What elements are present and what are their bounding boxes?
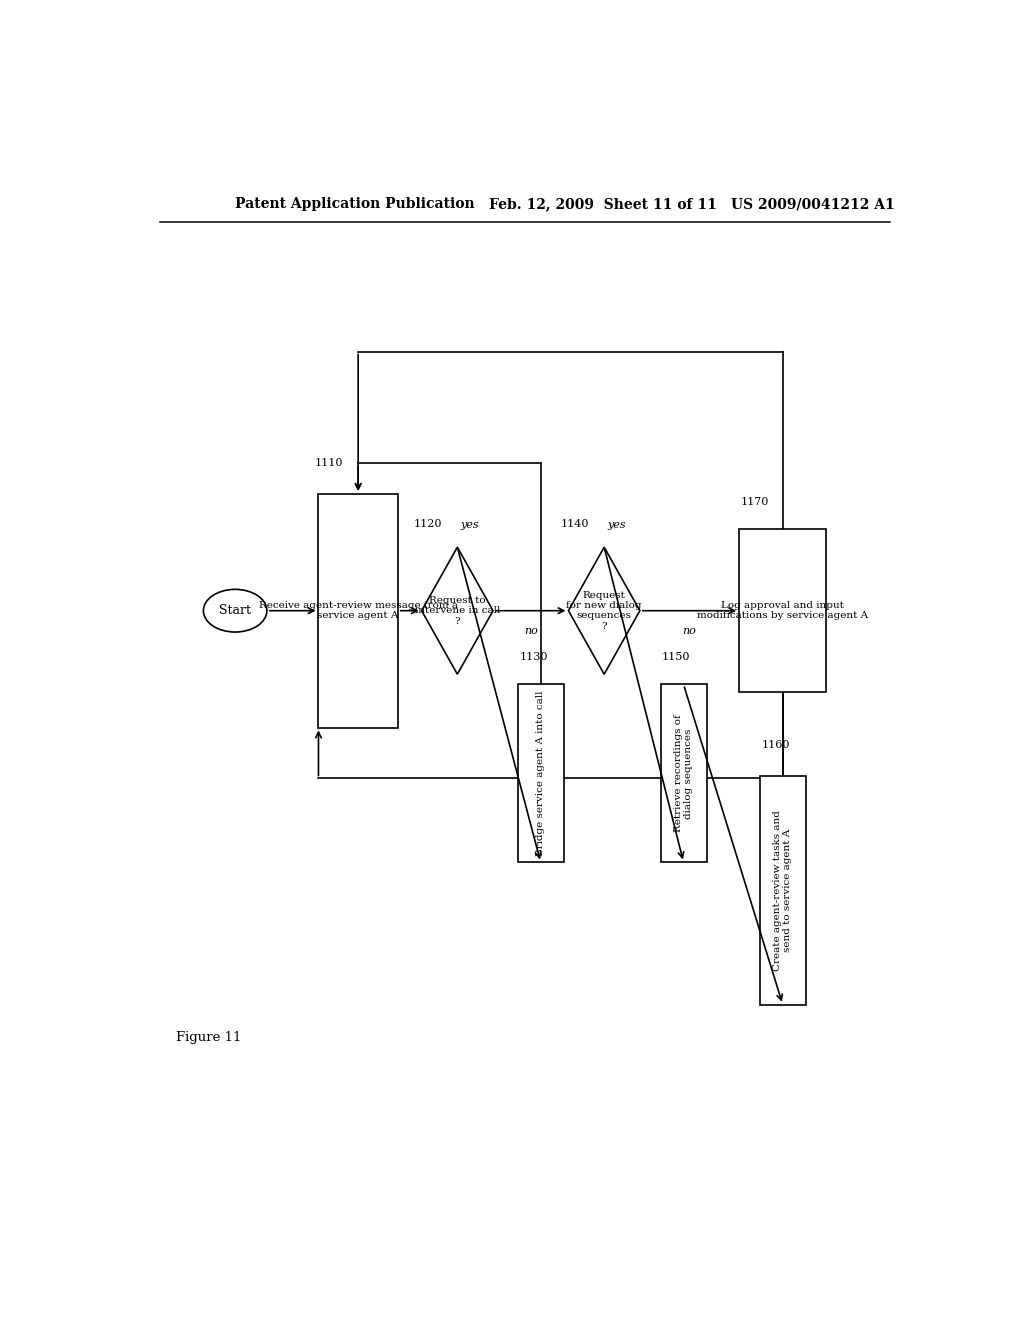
Polygon shape bbox=[422, 548, 494, 675]
Text: Receive agent-review message from a
service agent A: Receive agent-review message from a serv… bbox=[259, 601, 458, 620]
Text: no: no bbox=[524, 626, 538, 636]
Text: 1170: 1170 bbox=[740, 498, 769, 507]
FancyBboxPatch shape bbox=[318, 494, 397, 727]
Text: Request to
intervene in call
?: Request to intervene in call ? bbox=[415, 595, 500, 626]
Text: no: no bbox=[683, 626, 696, 636]
Text: 1120: 1120 bbox=[414, 519, 442, 529]
FancyBboxPatch shape bbox=[760, 776, 806, 1005]
Text: 1110: 1110 bbox=[314, 458, 343, 469]
Text: US 2009/0041212 A1: US 2009/0041212 A1 bbox=[731, 197, 895, 211]
FancyBboxPatch shape bbox=[518, 684, 563, 862]
Ellipse shape bbox=[204, 589, 267, 632]
FancyBboxPatch shape bbox=[739, 529, 826, 692]
Text: Feb. 12, 2009  Sheet 11 of 11: Feb. 12, 2009 Sheet 11 of 11 bbox=[489, 197, 717, 211]
Text: yes: yes bbox=[607, 520, 626, 529]
Text: Request
for new dialog
sequences
?: Request for new dialog sequences ? bbox=[566, 590, 642, 631]
Text: Figure 11: Figure 11 bbox=[176, 1031, 241, 1044]
Text: Bridge service agent A into call: Bridge service agent A into call bbox=[537, 690, 545, 857]
Text: 1150: 1150 bbox=[663, 652, 690, 663]
Text: 1160: 1160 bbox=[761, 741, 790, 751]
Text: Retrieve recordings of
dialog sequences: Retrieve recordings of dialog sequences bbox=[674, 714, 693, 832]
Text: 1140: 1140 bbox=[560, 519, 589, 529]
FancyBboxPatch shape bbox=[660, 684, 707, 862]
Text: Patent Application Publication: Patent Application Publication bbox=[236, 197, 475, 211]
Text: Create agent-review tasks and
send to service agent A: Create agent-review tasks and send to se… bbox=[773, 809, 793, 970]
Polygon shape bbox=[568, 548, 640, 675]
Text: Start: Start bbox=[219, 605, 251, 618]
Text: 1130: 1130 bbox=[519, 652, 548, 663]
Text: yes: yes bbox=[461, 520, 479, 529]
Text: Log approval and input
modifications by service agent A: Log approval and input modifications by … bbox=[697, 601, 868, 620]
